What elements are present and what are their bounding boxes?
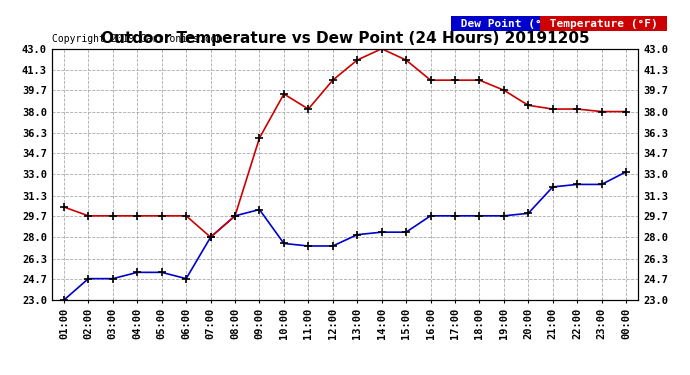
Text: Dew Point (°F): Dew Point (°F) (453, 19, 562, 28)
Text: Temperature (°F): Temperature (°F) (542, 19, 664, 28)
Title: Outdoor Temperature vs Dew Point (24 Hours) 20191205: Outdoor Temperature vs Dew Point (24 Hou… (101, 31, 589, 46)
Text: Copyright 2019 Cartronics.com: Copyright 2019 Cartronics.com (52, 34, 222, 44)
